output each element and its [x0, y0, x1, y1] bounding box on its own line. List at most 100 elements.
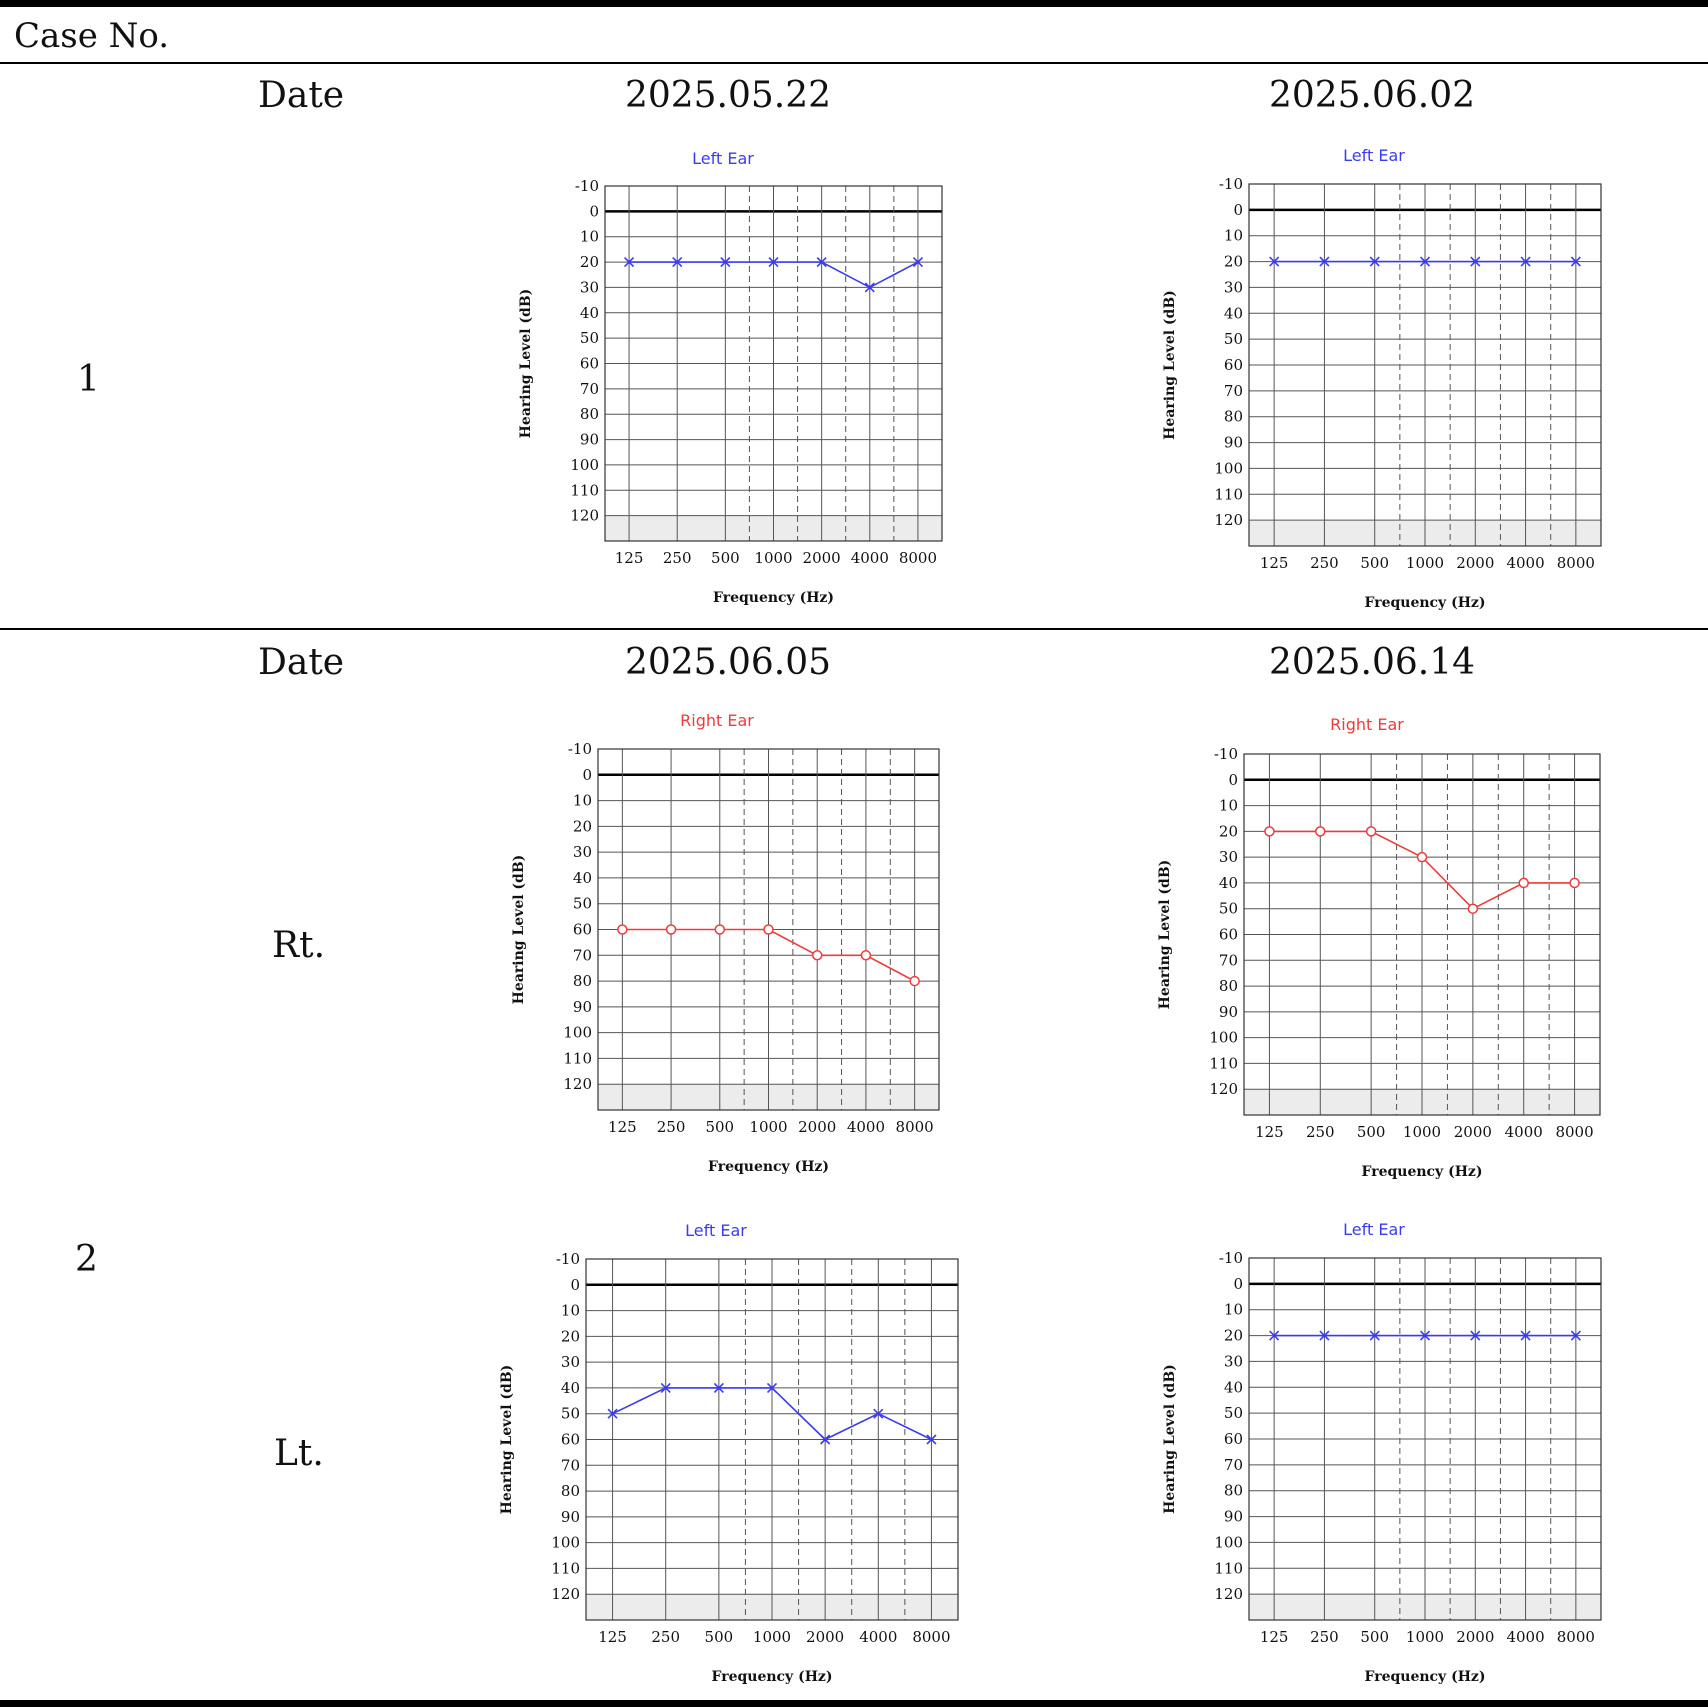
left-ear-row-label: Lt. [274, 1433, 324, 1474]
audiogram-case2-left-date2-ytick-label: 50 [1224, 1404, 1243, 1422]
audiogram-case1-date2-xtick-label: 4000 [1506, 554, 1544, 572]
case-number-header: Case No. [14, 16, 170, 56]
audiogram-case2-right-date2-point-125 [1264, 826, 1275, 837]
row-divider-rule [0, 628, 1708, 630]
audiogram-case2-left-date1-point-250 [660, 1382, 671, 1393]
audiogram-case2-right-date2-ytick-label: 50 [1219, 900, 1238, 918]
audiogram-case2-right-date2-xtick-label: 125 [1255, 1123, 1284, 1141]
audiogram-case2-right-date1-ytick-label: 30 [573, 843, 592, 861]
audiogram-case1-date1-ytick-label: 0 [589, 202, 599, 220]
audiogram-case2-right-date2-ytick-label: 110 [1209, 1054, 1238, 1072]
audiogram-case2-left-date1-frame [585, 1258, 959, 1621]
audiogram-case1-date1-ytick-label: 50 [580, 329, 599, 347]
audiogram-case2-left-date1-ytick-label: 20 [561, 1327, 580, 1345]
audiogram-case2-left-date2-ytick-label: 40 [1224, 1378, 1243, 1396]
audiogram-case2-right-date2-ytick-label: 100 [1209, 1029, 1238, 1047]
audiogram-case2-right-date1-xtick-label: 250 [657, 1118, 686, 1136]
audiogram-case2-left-date2-point-4000 [1520, 1330, 1531, 1341]
audiogram-case2-left-date2-ylabel: Hearing Level (dB) [1162, 1364, 1178, 1514]
audiogram-case2-left-date2-ytick-label: 20 [1224, 1327, 1243, 1345]
audiogram-case2-right-date1-xlabel: Frequency (Hz) [708, 1159, 829, 1175]
audiogram-case2-right-date2-xtick-label: 250 [1306, 1123, 1335, 1141]
audiogram-case2-right-date1-point-4000 [860, 950, 872, 961]
audiogram-case2-right-date1-ylabel: Hearing Level (dB) [511, 855, 527, 1005]
audiogram-case2-right-date1-ytick-label: 0 [582, 766, 592, 784]
audiogram-case1-date2-frame [1248, 183, 1602, 547]
audiogram-case1-date2-ytick-label: 0 [1233, 201, 1243, 219]
audiogram-case1-date1-xtick-label: 8000 [899, 549, 937, 567]
table-bottom-rule [0, 1700, 1708, 1707]
audiogram-case2-right-date1-ytick-label: 80 [573, 972, 592, 990]
audiogram-case1-date1-ytick-label: 90 [580, 431, 599, 449]
audiogram-case2-left-date2-title: Left Ear [1343, 1220, 1405, 1239]
audiogram-case2-right-date1-point-500 [714, 924, 726, 935]
audiogram-case1-date1-point-8000 [912, 257, 923, 268]
audiogram-case1-date1-xtick-label: 1000 [754, 549, 792, 567]
audiogram-case2-left-date2-xtick-label: 1000 [1406, 1628, 1444, 1646]
row-2-date-1: 2025.06.05 [624, 642, 832, 683]
audiogram-case2-left-date1-xtick-label: 250 [651, 1628, 680, 1646]
audiogram-case2-right-date1-ytick-label: 20 [573, 817, 592, 835]
audiogram-case2-left-date1-ytick-label: 60 [561, 1431, 580, 1449]
audiogram-case2-left-date1-ytick-label: 110 [551, 1559, 580, 1577]
audiogram-case1-date1-xtick-label: 2000 [803, 549, 841, 567]
audiogram-case2-left-date1-ytick-label: 100 [551, 1534, 580, 1552]
audiogram-case2-right-date2-ytick-label: 60 [1219, 926, 1238, 944]
audiogram-case2-left-date2-point-500 [1369, 1330, 1380, 1341]
audiogram-case2-right-date1-ytick-label: 50 [573, 895, 592, 913]
audiogram-case2-left-date1-xtick-label: 2000 [806, 1628, 844, 1646]
audiogram-case2-right-date2-xlabel: Frequency (Hz) [1362, 1164, 1483, 1180]
audiogram-case2-right-date1-ytick-label: 120 [563, 1075, 592, 1093]
audiogram-case2-right-date2-ytick-label: 90 [1219, 1003, 1238, 1021]
audiogram-case1-date1-ytick-label: 110 [570, 481, 599, 499]
audiogram-case2-right-date1-ytick-label: 40 [573, 869, 592, 887]
audiogram-case2-right-date1-point-2000 [811, 950, 823, 961]
audiogram-case1-date2-ytick-label: 40 [1224, 304, 1243, 322]
audiogram-case2-right-date1-xtick-label: 1000 [749, 1118, 787, 1136]
audiogram-case2-left-date1-xlabel: Frequency (Hz) [712, 1669, 833, 1685]
audiogram-case1-date1-point-500 [720, 257, 731, 268]
audiogram-case2-right-date2-ytick-label: -10 [1214, 745, 1238, 763]
audiogram-case2-left-date1-ytick-label: 120 [551, 1585, 580, 1603]
case-number-2: 2 [75, 1239, 98, 1280]
audiogram-case1-date2-title: Left Ear [1343, 146, 1405, 165]
audiogram-case1-date1-ytick-label: 70 [580, 380, 599, 398]
audiogram-case1-date2-ytick-label: 60 [1224, 356, 1243, 374]
audiogram-case1-date1-ytick-label: 20 [580, 253, 599, 271]
audiogram-case2-left-date1-point-2000 [820, 1434, 831, 1445]
audiogram-case2-left-date2-ytick-label: 120 [1214, 1585, 1243, 1603]
audiogram-case1-date2-ytick-label: 30 [1224, 278, 1243, 296]
audiogram-case1-date2-ytick-label: 50 [1224, 330, 1243, 348]
audiogram-case2-left-date2-point-2000 [1470, 1330, 1481, 1341]
audiogram-case2-right-date2-xtick-label: 1000 [1403, 1123, 1441, 1141]
audiogram-case2-left-date1-ytick-label: -10 [556, 1250, 580, 1268]
audiogram-case2-left-date2-xtick-label: 125 [1260, 1628, 1289, 1646]
audiogram-case2-left-date2-xtick-label: 500 [1360, 1628, 1389, 1646]
audiogram-case2-left-date2-point-8000 [1570, 1330, 1581, 1341]
audiogram-case2-right-date2-title: Right Ear [1330, 715, 1404, 734]
audiogram-case2-right-date1-point-250 [665, 924, 677, 935]
audiogram-case2-right-date1-xtick-label: 2000 [798, 1118, 836, 1136]
audiogram-case2-right-date2-point-2000 [1467, 903, 1479, 914]
audiogram-case2-right-date2-point-250 [1315, 826, 1326, 837]
audiogram-case1-date2-ytick-label: 110 [1214, 485, 1243, 503]
audiogram-case1-date2-ytick-label: 120 [1214, 511, 1243, 529]
audiogram-case2-right-date1-ytick-label: 110 [563, 1049, 592, 1067]
audiogram-case2-right-date2-ytick-label: 20 [1219, 822, 1238, 840]
audiogram-case1-date2-xtick-label: 250 [1310, 554, 1339, 572]
audiogram-case2-left-date2-ytick-label: 30 [1224, 1352, 1243, 1370]
audiogram-case1-date2-ytick-label: 20 [1224, 253, 1243, 271]
audiogram-case2-left-date1-point-8000 [926, 1434, 937, 1445]
audiogram-case2-left-date2-xlabel: Frequency (Hz) [1365, 1669, 1486, 1685]
audiogram-case2-right-date2-xtick-label: 2000 [1454, 1123, 1492, 1141]
audiogram-case2-left-date1-xtick-label: 8000 [912, 1628, 950, 1646]
audiogram-case1-date2-point-500 [1369, 256, 1380, 267]
audiogram-case2-right-date1-ytick-label: -10 [568, 740, 592, 758]
audiogram-case2-left-date1-xtick-label: 500 [705, 1628, 734, 1646]
audiogram-case1-date2-ytick-label: 80 [1224, 408, 1243, 426]
audiogram-case2-right-date2-xtick-label: 500 [1357, 1123, 1386, 1141]
